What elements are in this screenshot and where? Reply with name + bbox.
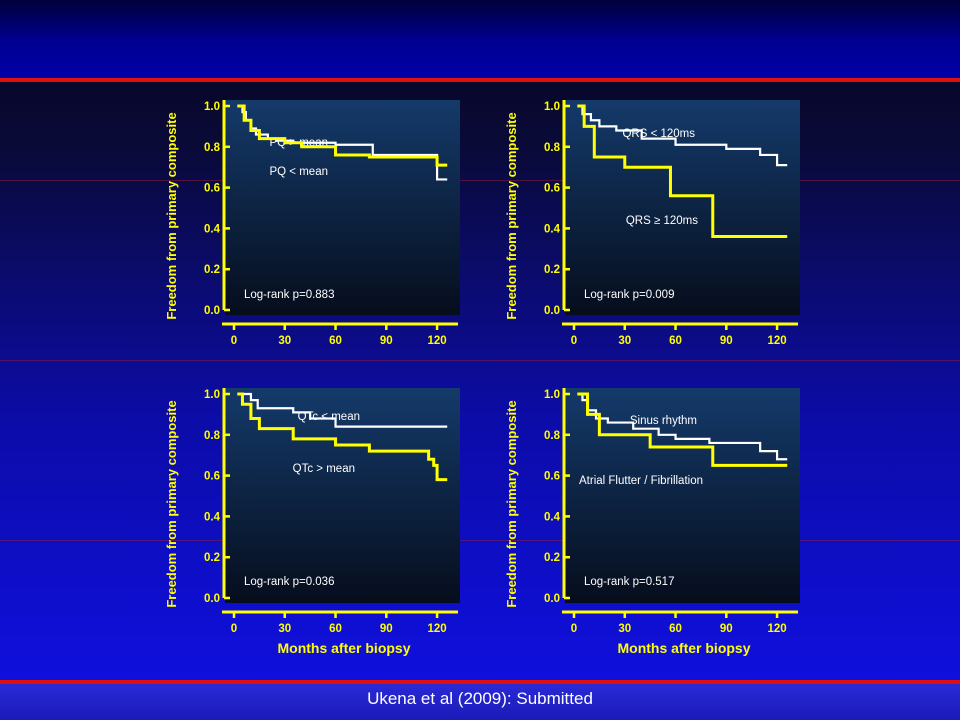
y-tick-label: 0.8: [204, 142, 221, 154]
chart-panel-qtc: Freedom from primary composite 0.0 0.2 0.4 0…: [164, 388, 460, 656]
y-tick-label: 0.2: [204, 552, 220, 564]
y-axis-label: Freedom from primary composite: [164, 400, 179, 607]
series-line-yellow: [577, 392, 788, 467]
x-tick-label: 30: [278, 335, 291, 347]
y-tick-label: 0.4: [544, 223, 561, 235]
series-line-yellow: [237, 392, 448, 482]
divider-line: [0, 540, 960, 541]
series-label: QTc < mean: [298, 411, 360, 423]
y-axis-label: Freedom from primary composite: [504, 400, 519, 607]
x-tick-label: 90: [380, 623, 393, 635]
x-axis-label: Months after biopsy: [617, 640, 750, 656]
y-tick-label: 0.8: [544, 142, 561, 154]
y-tick-label: 0.0: [544, 305, 560, 317]
plot-area: [565, 388, 800, 603]
log-rank-annotation: Log-rank p=0.036: [244, 576, 334, 588]
x-tick-label: 90: [380, 335, 393, 347]
x-tick-label: 120: [767, 335, 786, 347]
citation-text: Ukena et al (2009): Submitted: [367, 689, 593, 708]
series-label: QRS ≥ 120ms: [626, 215, 698, 227]
plot-area: [225, 100, 460, 315]
x-tick-label: 120: [427, 623, 446, 635]
x-tick-label: 120: [427, 335, 446, 347]
x-tick-label: 90: [720, 335, 733, 347]
y-tick-label: 0.0: [204, 593, 220, 605]
y-tick-label: 0.4: [204, 223, 221, 235]
title-band: [0, 0, 960, 80]
y-tick-label: 0.6: [204, 471, 220, 483]
x-tick-label: 60: [329, 623, 342, 635]
log-rank-annotation: Log-rank p=0.517: [584, 576, 674, 588]
divider-line: [0, 360, 960, 361]
y-tick-label: 0.0: [204, 305, 220, 317]
plot-area: [565, 100, 800, 315]
y-tick-label: 1.0: [544, 389, 560, 401]
x-tick-label: 0: [231, 335, 237, 347]
y-axis-label: Freedom from primary composite: [164, 112, 179, 319]
log-rank-annotation: Log-rank p=0.883: [244, 289, 334, 301]
y-tick-label: 0.8: [544, 430, 561, 442]
header-red-line: [0, 78, 960, 82]
y-tick-label: 0.2: [204, 264, 220, 276]
x-tick-label: 60: [329, 335, 342, 347]
x-tick-label: 0: [231, 623, 237, 635]
x-tick-label: 60: [669, 335, 682, 347]
plot-area: [225, 388, 460, 603]
series-label: QRS < 120ms: [622, 128, 695, 140]
y-tick-label: 0.6: [544, 471, 560, 483]
series-label: Atrial Flutter / Fibrillation: [579, 475, 703, 487]
y-tick-label: 0.0: [544, 593, 560, 605]
series-line-yellow: [237, 104, 448, 167]
y-tick-label: 0.6: [544, 183, 560, 195]
y-axis-label: Freedom from primary composite: [504, 112, 519, 319]
footer-band: [0, 684, 960, 720]
x-tick-label: 0: [571, 335, 577, 347]
chart-panel-qrs: Freedom from primary composite 0.0 0.2 0.4 0…: [504, 100, 800, 347]
divider-line: [0, 180, 960, 181]
x-tick-label: 30: [618, 623, 631, 635]
footer-red-line: [0, 680, 960, 684]
y-tick-label: 0.6: [204, 183, 220, 195]
series-line-white: [577, 104, 788, 167]
y-tick-label: 1.0: [544, 101, 560, 113]
y-tick-label: 0.2: [544, 264, 560, 276]
x-tick-label: 90: [720, 623, 733, 635]
chart-panel-rhythm: Freedom from primary composite 0.0 0.2 0.4 0…: [504, 388, 800, 656]
y-tick-label: 1.0: [204, 101, 220, 113]
x-tick-label: 30: [618, 335, 631, 347]
y-tick-label: 1.0: [204, 389, 220, 401]
x-axis-label: Months after biopsy: [277, 640, 410, 656]
series-label: PQ < mean: [270, 166, 329, 178]
y-tick-label: 0.8: [204, 430, 221, 442]
series-label: Sinus rhythm: [630, 415, 697, 427]
series-line-yellow: [577, 104, 788, 239]
y-tick-label: 0.4: [544, 511, 561, 523]
y-tick-label: 0.4: [204, 511, 221, 523]
x-tick-label: 30: [278, 623, 291, 635]
log-rank-annotation: Log-rank p=0.009: [584, 289, 674, 301]
chart-panel-pq: Freedom from primary composite 0.0 0.2 0.4 0…: [164, 100, 460, 347]
x-tick-label: 120: [767, 623, 786, 635]
series-label: QTc > mean: [293, 463, 355, 475]
series-line-white: [237, 392, 448, 428]
x-tick-label: 60: [669, 623, 682, 635]
y-tick-label: 0.2: [544, 552, 560, 564]
x-tick-label: 0: [571, 623, 577, 635]
